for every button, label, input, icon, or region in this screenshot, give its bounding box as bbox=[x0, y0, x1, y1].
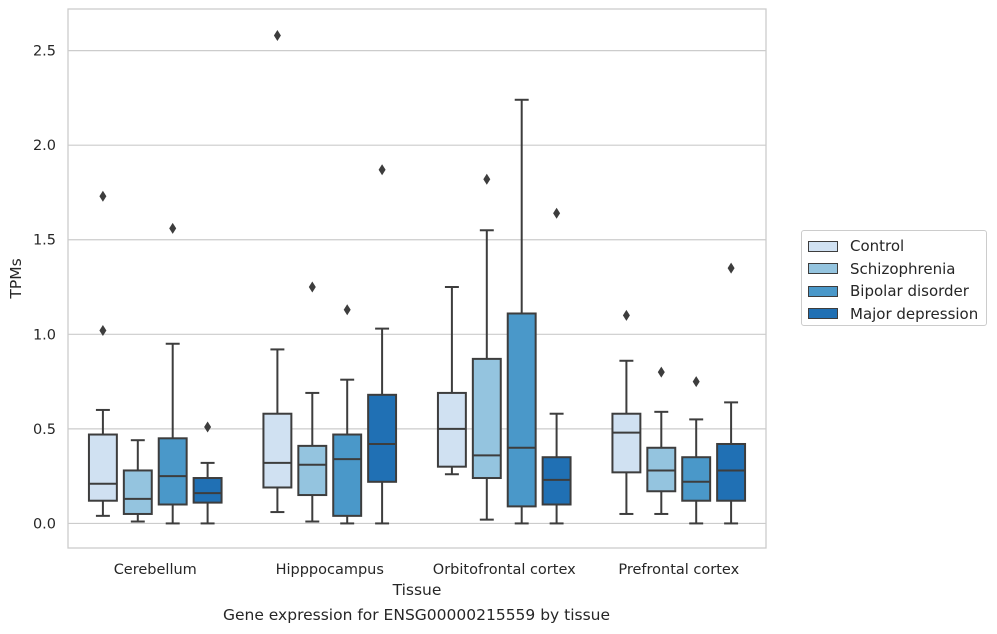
x-tick-label: Prefrontal cortex bbox=[618, 562, 739, 578]
y-tick-label: 1.5 bbox=[33, 233, 56, 249]
plot-area bbox=[87, 29, 747, 525]
box-schizophrenia bbox=[471, 173, 502, 521]
box-bipolar-disorder bbox=[681, 376, 712, 525]
chart-caption: Gene expression for ENSG00000215559 by t… bbox=[222, 606, 611, 624]
outlier-point bbox=[622, 309, 630, 321]
box-iqr bbox=[262, 412, 293, 489]
box-major-depression bbox=[716, 262, 747, 525]
y-tick-label: 2.0 bbox=[33, 138, 56, 154]
legend-swatch-control bbox=[808, 240, 838, 252]
outlier-point bbox=[657, 366, 665, 378]
outlier-point bbox=[99, 325, 107, 337]
box-control bbox=[611, 309, 642, 515]
legend-item-major-depression: Major depression bbox=[808, 305, 978, 323]
y-axis-label: TPMs bbox=[7, 258, 25, 299]
box-iqr bbox=[122, 469, 153, 515]
box-iqr bbox=[716, 442, 747, 502]
legend-swatch-major-depression bbox=[808, 308, 838, 319]
box-iqr bbox=[367, 393, 398, 483]
x-axis-label: Tissue bbox=[392, 581, 442, 599]
legend-label-bipolar-disorder: Bipolar disorder bbox=[850, 282, 969, 300]
x-tick-label: Cerebellum bbox=[114, 562, 197, 578]
box-schizophrenia bbox=[646, 366, 677, 515]
outlier-point bbox=[727, 262, 735, 274]
box-iqr bbox=[332, 433, 363, 517]
box-schizophrenia bbox=[122, 439, 153, 523]
outlier-point bbox=[378, 164, 386, 176]
legend-swatch-bipolar-disorder bbox=[808, 285, 838, 297]
outlier-point bbox=[204, 421, 212, 433]
box-bipolar-disorder bbox=[332, 304, 363, 525]
box-iqr bbox=[471, 357, 502, 480]
box-bipolar-disorder bbox=[157, 222, 188, 525]
box-schizophrenia bbox=[297, 281, 328, 523]
box-control bbox=[436, 286, 467, 476]
grid-lines bbox=[68, 50, 766, 525]
outlier-point bbox=[692, 376, 700, 388]
y-tick-label: 2.5 bbox=[33, 44, 56, 60]
box-iqr bbox=[157, 437, 188, 506]
outlier-point bbox=[169, 222, 177, 234]
legend-label-major-depression: Major depression bbox=[850, 304, 979, 323]
box-control bbox=[262, 29, 293, 514]
box-iqr bbox=[192, 477, 223, 504]
outlier-point bbox=[553, 207, 561, 219]
legend-label-control: Control bbox=[850, 237, 905, 255]
legend-label-schizophrenia: Schizophrenia bbox=[850, 259, 956, 278]
x-tick-label: Hipppocampus bbox=[276, 562, 384, 578]
box-major-depression bbox=[541, 207, 572, 525]
box-bipolar-disorder bbox=[506, 98, 537, 525]
box-major-depression bbox=[192, 421, 223, 525]
box-iqr bbox=[506, 312, 537, 508]
box-major-depression bbox=[367, 164, 398, 525]
box-control bbox=[87, 190, 118, 517]
box-iqr bbox=[297, 444, 328, 497]
outlier-point bbox=[273, 29, 281, 41]
outlier-point bbox=[343, 304, 351, 316]
legend-item-control: Control bbox=[808, 237, 904, 255]
box-iqr bbox=[681, 456, 712, 502]
legend-item-schizophrenia: Schizophrenia bbox=[808, 260, 955, 278]
legend-swatch-schizophrenia bbox=[808, 263, 838, 274]
box-iqr bbox=[611, 412, 642, 474]
outlier-point bbox=[308, 281, 316, 293]
y-tick-label: 0.0 bbox=[33, 516, 56, 532]
outlier-point bbox=[483, 173, 491, 185]
box-iqr bbox=[87, 433, 118, 502]
outlier-point bbox=[99, 190, 107, 202]
axis-ticks: 0.0 0.5 1.0 1.5 2.0 2.5 Cerebellum Hipppocampus… bbox=[33, 44, 740, 578]
y-tick-label: 0.5 bbox=[33, 422, 56, 438]
x-tick-label: Orbitofrontal cortex bbox=[433, 562, 576, 578]
plot-frame bbox=[67, 8, 767, 549]
y-tick-label: 1.0 bbox=[33, 327, 56, 343]
legend-item-bipolar-disorder: Bipolar disorder bbox=[808, 282, 969, 300]
legend: Control Schizophrenia Bipolar disorder M… bbox=[801, 230, 987, 326]
